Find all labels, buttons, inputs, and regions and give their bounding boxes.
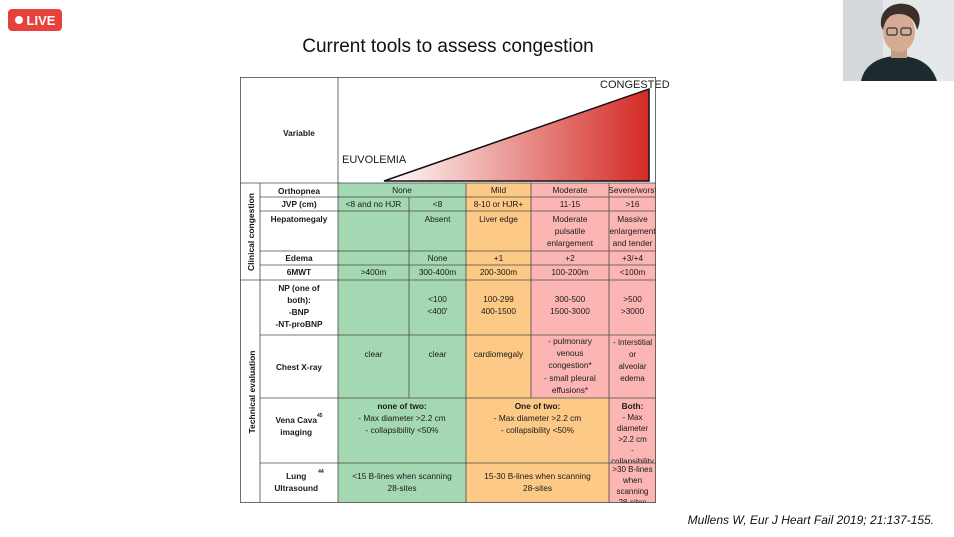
jvp-c1: <8 and no HJR xyxy=(338,197,409,211)
jvp-c2: <8 xyxy=(409,197,466,211)
live-dot-icon xyxy=(14,16,23,24)
webcam-thumbnail xyxy=(843,0,954,81)
vena-cava-pink: Both: - Max diameter >2.2 cm - collapsib… xyxy=(609,398,656,463)
edema-c3: +1 xyxy=(466,251,531,265)
mwt6-c1: >400m xyxy=(338,265,409,280)
vena-cava-mid: One of two: - Max diameter >2.2 cm - col… xyxy=(466,398,609,463)
hepatomegaly-c4: Moderate pulsatile enlargement xyxy=(531,211,609,251)
edema-c2: None xyxy=(409,251,466,265)
lung-green: <15 B-lines when scanning 28-sites xyxy=(338,463,466,503)
row-label-xray: Chest X-ray xyxy=(275,362,323,372)
lung-mid: 15-30 B-lines when scanning 28-sites xyxy=(466,463,609,503)
row-label-jvp: JVP (cm) xyxy=(281,199,317,209)
orthopnea-severe: Severe/worst xyxy=(609,183,656,197)
slide-title: Current tools to assess congestion xyxy=(302,36,594,57)
xray-c2: clear xyxy=(409,335,466,398)
row-label-lung-ultrasound: Lung Ultrasound 44 xyxy=(260,463,338,503)
header-euvolemia: EUVOLEMIA xyxy=(342,154,407,166)
congestion-table: Variable EUVOLEMIA CONGESTED Clinical co… xyxy=(240,77,670,503)
row-label-orthopnea: Orthopnea xyxy=(278,186,320,196)
vena-cava-mid-body: - Max diameter >2.2 cm - collapsibility … xyxy=(493,413,582,435)
mwt6-c2: 300-400m xyxy=(409,265,466,280)
live-badge: LIVE xyxy=(8,9,62,31)
edema-c4: +2 xyxy=(531,251,609,265)
xray-c1: clear xyxy=(338,335,409,398)
hepatomegaly-c5: Massive enlargement and tender xyxy=(609,211,656,251)
xray-c5: - Interstitial or alveolar edema xyxy=(609,335,656,398)
np-c2: <100 <400' xyxy=(409,280,466,335)
header-congested: CONGESTED xyxy=(600,79,670,91)
np-c4: 300-500 1500-3000 xyxy=(531,280,609,335)
vena-cava-mid-head: One of two: xyxy=(514,401,561,411)
vena-cava-ref: 45 xyxy=(316,413,323,419)
lung-ultrasound-ref: 44 xyxy=(318,469,324,475)
xray-c3: cardiomegaly xyxy=(466,335,531,398)
mwt6-c4: 100-200m xyxy=(531,265,609,280)
mwt6-c5: <100m xyxy=(609,265,656,280)
row-label-vena-cava: Vena Cava imaging 45 xyxy=(260,398,338,463)
header-variable: Variable xyxy=(283,128,315,138)
vena-cava-label-text: Vena Cava imaging xyxy=(275,415,317,437)
congestion-wedge xyxy=(383,87,650,182)
vena-cava-green: none of two: - Max diameter >2.2 cm - co… xyxy=(338,398,466,463)
orthopnea-green: None xyxy=(338,183,466,197)
lung-pink: >30 B-lines when scanning 28-sites xyxy=(609,463,656,503)
vena-cava-green-body: - Max diameter >2.2 cm - collapsibility … xyxy=(358,413,446,435)
np-c5: >500 >3000 xyxy=(609,280,656,335)
row-label-np: NP (one of both): -BNP -NT-proBNP xyxy=(275,283,323,329)
orthopnea-moderate: Moderate xyxy=(531,183,609,197)
xray-c4: - pulmonary venous congestion* - small p… xyxy=(531,335,609,398)
row-label-edema: Edema xyxy=(285,253,313,263)
jvp-c4: 11-15 xyxy=(531,197,609,211)
presenter-video-icon xyxy=(843,0,954,81)
lung-ultrasound-label-text: Lung Ultrasound xyxy=(274,471,319,493)
hepatomegaly-c1 xyxy=(338,211,409,251)
vena-cava-pink-head: Both: xyxy=(621,401,644,411)
vena-cava-pink-body: - Max diameter >2.2 cm - collapsibility … xyxy=(611,413,654,463)
jvp-c3: 8-10 or HJR+ xyxy=(466,197,531,211)
jvp-c5: >16 xyxy=(609,197,656,211)
row-label-6mwt: 6MWT xyxy=(286,267,312,277)
orthopnea-mild: Mild xyxy=(466,183,531,197)
hepatomegaly-c3: Liver edge xyxy=(466,211,531,251)
table-grid xyxy=(240,77,656,503)
hepatomegaly-c2: Absent xyxy=(409,211,466,251)
citation: Mullens W, Eur J Heart Fail 2019; 21:137… xyxy=(687,513,934,527)
edema-c1 xyxy=(338,251,409,265)
mwt6-c3: 200-300m xyxy=(466,265,531,280)
vena-cava-green-head: none of two: xyxy=(377,401,427,411)
np-c1 xyxy=(338,280,409,335)
live-label: LIVE xyxy=(26,12,56,28)
row-label-hepatomegaly: Hepatomegaly xyxy=(270,214,328,224)
np-c3: 100-299 400-1500 xyxy=(466,280,531,335)
edema-c5: +3/+4 xyxy=(609,251,656,265)
